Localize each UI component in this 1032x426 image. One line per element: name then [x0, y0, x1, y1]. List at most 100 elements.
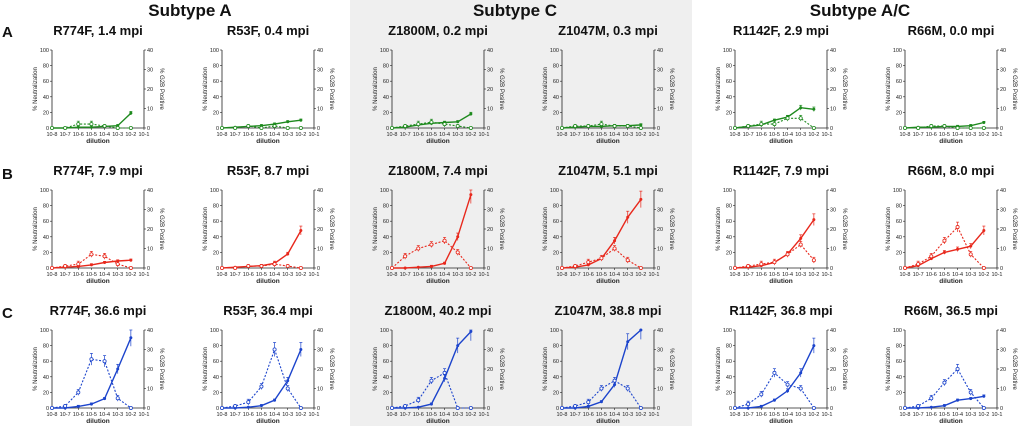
- x-tick-label: 10-8: [386, 412, 397, 418]
- x-tick-label: 10-1: [991, 272, 1002, 278]
- neutralization-point: [942, 250, 946, 254]
- y-tick-label-right: 10: [1000, 107, 1006, 113]
- neutralization-point: [299, 229, 303, 233]
- g2b-point: [259, 384, 264, 389]
- neutralization-point: [982, 229, 986, 233]
- x-tick-label: 10-3: [452, 412, 463, 418]
- x-tick-label: 10-6: [413, 132, 424, 138]
- x-axis-label: dilution: [86, 278, 109, 285]
- x-tick-label: 10-6: [926, 272, 937, 278]
- x-tick-label: 10-5: [939, 132, 950, 138]
- g2b-point: [981, 126, 986, 131]
- y-tick-label-right: 40: [830, 328, 836, 334]
- g2b-point: [903, 126, 908, 131]
- y-tick-label-left: 80: [896, 204, 902, 210]
- x-axis-label: dilution: [596, 138, 619, 145]
- panel-title: R53F, 0.4 mpi: [227, 23, 309, 38]
- x-tick-label: 10-3: [112, 272, 123, 278]
- y-axis-label-right: % G2B Positive: [668, 68, 674, 110]
- y-tick-label-left: 20: [726, 390, 732, 396]
- x-tick-label: 10-7: [230, 412, 241, 418]
- neutralization-point: [89, 125, 93, 129]
- x-axis-label: dilution: [939, 138, 962, 145]
- panel-title: Z1800M, 7.4 mpi: [388, 163, 488, 178]
- y-tick-label-left: 40: [553, 375, 559, 381]
- x-tick-label: 10-7: [400, 272, 411, 278]
- y-tick-label-right: 30: [657, 68, 663, 74]
- x-tick-label: 10-6: [73, 132, 84, 138]
- y-tick-label-left: 60: [43, 219, 49, 225]
- y-axis-label-left: % Neutralization: [33, 347, 39, 391]
- x-tick-label: 10-6: [583, 412, 594, 418]
- y-tick-label-left: 80: [213, 204, 219, 210]
- x-tick-label: 10-3: [795, 412, 806, 418]
- y-tick-label-right: 30: [487, 208, 493, 214]
- panel-title: Z1047M, 38.8 mpi: [555, 303, 662, 318]
- y-axis-label-right: % G2B Positive: [1011, 208, 1017, 250]
- y-tick-label-right: 40: [317, 188, 323, 194]
- y-tick-label-right: 40: [317, 48, 323, 54]
- panel-c-4: Z1047M, 38.8 mpi 0 20 40 60 80 100 0 10 20 30 40 10-…: [543, 303, 674, 425]
- g2b-point: [981, 405, 986, 410]
- y-axis-label-right: % G2B Positive: [668, 348, 674, 390]
- y-tick-label-left: 60: [896, 359, 902, 365]
- x-tick-label: 10-7: [743, 412, 754, 418]
- g2b-point: [76, 122, 81, 127]
- y-axis-label-left: % Neutralization: [886, 207, 892, 251]
- x-tick-label: 10-5: [426, 412, 437, 418]
- x-tick-label: 10-7: [913, 412, 924, 418]
- g2b-point: [560, 265, 565, 270]
- y-tick-label-left: 40: [383, 375, 389, 381]
- neutralization-point: [129, 336, 133, 340]
- y-tick-label-left: 100: [210, 48, 219, 54]
- y-axis-label-right: % G2B Positive: [498, 208, 504, 250]
- g2b-point: [785, 116, 790, 121]
- panel-title: R66M, 0.0 mpi: [908, 23, 995, 38]
- y-tick-label-right: 0: [147, 266, 150, 272]
- x-tick-label: 10-6: [243, 412, 254, 418]
- g2b-point: [560, 405, 565, 410]
- g2b-point: [955, 366, 960, 371]
- x-tick-label: 10-2: [808, 272, 819, 278]
- y-tick-label-left: 80: [383, 344, 389, 350]
- g2b-point: [733, 405, 738, 410]
- y-tick-label-left: 60: [383, 219, 389, 225]
- g2b-line: [904, 368, 985, 409]
- x-tick-label: 10-2: [635, 132, 646, 138]
- x-tick-label: 10-2: [125, 132, 136, 138]
- y-tick-label-right: 30: [1000, 68, 1006, 74]
- x-tick-label: 10-4: [952, 412, 963, 418]
- neutralization-point: [286, 252, 290, 256]
- y-tick-label-left: 20: [383, 110, 389, 116]
- y-tick-label-left: 40: [726, 375, 732, 381]
- x-tick-label: 10-8: [729, 132, 740, 138]
- neutralization-point: [799, 106, 803, 110]
- x-tick-label: 10-1: [478, 132, 489, 138]
- panel-title: Z1047M, 0.3 mpi: [558, 23, 658, 38]
- y-axis-label-right: % G2B Positive: [158, 208, 164, 250]
- x-tick-label: 10-7: [60, 412, 71, 418]
- y-tick-label-left: 100: [210, 328, 219, 334]
- x-tick-label: 10-5: [769, 412, 780, 418]
- neutralization-point: [469, 112, 473, 116]
- x-tick-label: 10-8: [556, 132, 567, 138]
- y-axis-label-right: % G2B Positive: [668, 208, 674, 250]
- y-tick-label-left: 20: [896, 250, 902, 256]
- panel-title: R66M, 8.0 mpi: [908, 163, 995, 178]
- y-tick-label-left: 0: [386, 266, 389, 272]
- y-tick-label-left: 0: [46, 406, 49, 412]
- y-tick-label-left: 20: [43, 390, 49, 396]
- y-tick-label-right: 10: [1000, 247, 1006, 253]
- g2b-point: [416, 122, 421, 127]
- subtype-c-title: Subtype C: [473, 1, 557, 20]
- y-tick-label-left: 20: [213, 390, 219, 396]
- y-tick-label-left: 40: [213, 235, 219, 241]
- x-tick-label: 10-4: [269, 132, 280, 138]
- g2b-line: [904, 226, 985, 269]
- y-tick-label-right: 20: [487, 87, 493, 93]
- y-tick-label-right: 20: [317, 87, 323, 93]
- x-tick-label: 10-2: [635, 272, 646, 278]
- x-tick-label: 10-5: [939, 272, 950, 278]
